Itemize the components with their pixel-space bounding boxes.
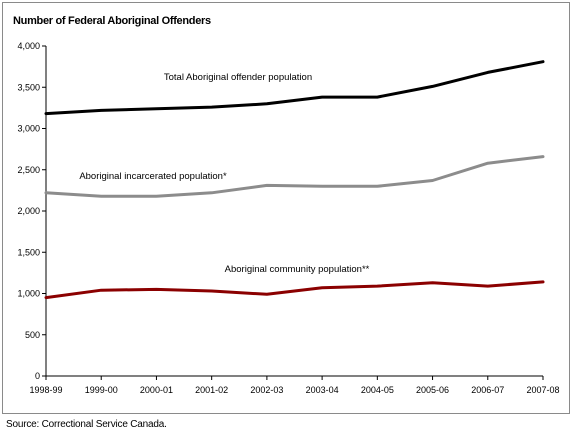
- chart-title: Number of Federal Aboriginal Offenders: [13, 15, 211, 27]
- x-tick-label: 2003-04: [306, 385, 339, 395]
- y-tick-label: 4,000: [17, 41, 40, 51]
- y-tick-label: 3,000: [17, 124, 40, 134]
- x-tick-label: 2004-05: [361, 385, 394, 395]
- y-tick-label: 1,500: [17, 247, 40, 257]
- series-label-1: Total Aboriginal offender population: [164, 72, 312, 83]
- x-tick-label: 2002-03: [250, 385, 283, 395]
- chart-series-labels: Total Aboriginal offender population Abor…: [79, 72, 369, 275]
- y-tick-label: 0: [35, 371, 40, 381]
- x-tick-label: 2005-06: [416, 385, 449, 395]
- series-label-3: Aboriginal community population**: [225, 264, 370, 275]
- chart-series-lines: [44, 60, 545, 300]
- x-tick-label: 2007-08: [526, 385, 559, 395]
- chart-frame: Number of Federal Aboriginal Offenders: [2, 2, 570, 414]
- x-tick-label: 2001-02: [195, 385, 228, 395]
- y-tick-label: 2,000: [17, 206, 40, 216]
- y-tick-label: 3,500: [17, 82, 40, 92]
- x-tick-label: 1999-00: [85, 385, 118, 395]
- source-note: Source: Correctional Service Canada.: [6, 419, 167, 430]
- x-tick-label: 2000-01: [140, 385, 173, 395]
- x-tick-label: 2006-07: [471, 385, 504, 395]
- series-line-2: [44, 155, 545, 198]
- y-tick-label: 2,500: [17, 165, 40, 175]
- y-tick-label: 500: [25, 330, 40, 340]
- series-label-2: Aboriginal incarcerated population*: [79, 171, 227, 182]
- x-tick-label: 1998-99: [29, 385, 62, 395]
- chart-axes: 0 500 1,000 1,500 2,000 2,500 3,000 3,500 4,000 1…: [17, 41, 559, 395]
- series-line-3: [44, 280, 545, 300]
- series-line-1: [44, 60, 545, 116]
- y-tick-label: 1,000: [17, 289, 40, 299]
